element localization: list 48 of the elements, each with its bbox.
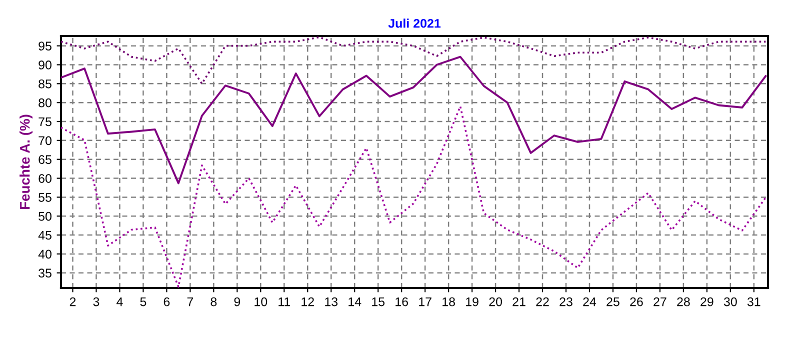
y-axis-title: Feuchte A. (%) [20,114,33,210]
y-tick-label: 80 [38,98,52,108]
chart-title: Juli 2021 [388,18,441,28]
y-tick-label: 75 [38,117,52,126]
line-series [61,36,767,85]
x-tick-label: 22 [536,297,549,306]
x-tick-label: 21 [512,297,526,306]
line-series [61,105,767,288]
x-tick-label: 31 [747,297,760,306]
x-tick-label: 12 [302,297,314,306]
x-tick-label: 10 [254,297,268,306]
y-tick-label: 95 [38,42,52,50]
y-tick-label: 60 [38,174,52,183]
x-tick-label: 2 [70,297,76,306]
x-tick-label: 16 [396,297,408,306]
x-tick-label: 26 [630,297,643,306]
x-tick-label: 7 [187,297,194,306]
x-tick-label: 30 [724,297,737,306]
x-tick-label: 4 [116,297,123,306]
line-series [61,56,767,184]
y-tick-label: 55 [38,193,52,202]
y-tick-label: 70 [38,136,52,146]
y-tick-label: 65 [38,155,52,164]
x-tick-label: 23 [560,297,572,306]
x-tick-label: 20 [489,297,502,306]
x-tick-label: 15 [372,297,385,306]
y-tick-label: 85 [38,79,52,88]
x-tick-label: 3 [93,297,100,306]
x-tick-label: 29 [700,297,714,306]
x-tick-label: 19 [466,297,478,306]
x-tick-label: 14 [348,297,362,306]
x-tick-label: 25 [606,297,620,306]
x-tick-label: 9 [234,297,240,306]
y-tick-label: 35 [38,268,52,278]
y-tick-label: 45 [38,230,52,240]
x-tick-label: 11 [278,297,290,306]
x-tick-label: 17 [419,297,432,306]
x-tick-label: 24 [583,297,596,306]
y-tick-label: 40 [38,250,52,259]
x-tick-label: 13 [325,297,338,306]
y-tick-label: 50 [38,212,52,221]
x-tick-label: 6 [164,297,170,306]
x-tick-label: 28 [677,297,690,306]
x-tick-label: 5 [140,297,146,306]
y-tick-label: 90 [38,60,52,70]
x-tick-label: 8 [210,297,217,306]
x-tick-label: 18 [442,297,455,306]
x-tick-label: 27 [654,297,666,306]
